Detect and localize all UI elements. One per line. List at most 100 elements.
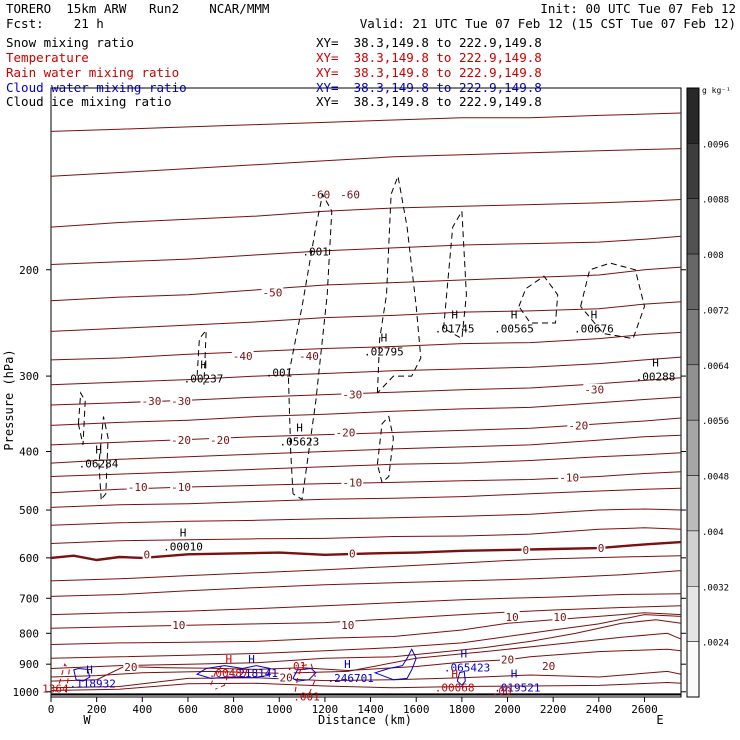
colorbar-tick-label: .0032 bbox=[702, 583, 729, 593]
isotherm-label-bg bbox=[170, 481, 193, 493]
x-tick-label: 2600 bbox=[631, 703, 658, 716]
isotherm-label: -10 bbox=[559, 472, 579, 485]
isotherm-label-bg bbox=[140, 395, 163, 407]
isotherm-label-bg bbox=[521, 543, 531, 555]
isotherm-label-bg bbox=[340, 618, 356, 630]
isotherm-line bbox=[50, 301, 682, 332]
maximum-h-marker: H bbox=[86, 663, 93, 676]
maximum-h-marker: H bbox=[511, 668, 518, 681]
maximum-h-marker: H bbox=[296, 422, 303, 435]
isotherm-label-bg bbox=[261, 286, 284, 298]
isotherm-line bbox=[50, 614, 682, 659]
header-line1-left: TORERO 15km ARW Run2 NCAR/MMM bbox=[6, 1, 270, 16]
maximum-value-label: .00565 bbox=[494, 322, 534, 335]
isotherm-label: -50 bbox=[262, 286, 282, 299]
x-tick-label: 600 bbox=[178, 703, 198, 716]
isotherm-label-bg bbox=[171, 618, 187, 630]
isotherm-line bbox=[50, 356, 682, 386]
isotherm-label-bg bbox=[170, 434, 193, 446]
y-tick-label: 600 bbox=[19, 552, 39, 565]
east-label: E bbox=[656, 713, 663, 727]
x-tick-label: 2400 bbox=[586, 703, 613, 716]
y-tick-label: 300 bbox=[19, 370, 39, 383]
colorbar-segment bbox=[686, 198, 700, 255]
field-rain-name: Rain water mixing ratio bbox=[6, 65, 180, 80]
isotherm-line bbox=[50, 148, 682, 177]
cloud-water-contour bbox=[73, 667, 91, 682]
isotherm-label-bg bbox=[126, 481, 149, 493]
isotherm-label-bg bbox=[339, 188, 361, 200]
isotherm-label: -20 bbox=[171, 434, 191, 447]
colorbar-segment bbox=[686, 419, 700, 476]
colorbar-segment bbox=[686, 87, 700, 144]
isotherm-label-bg bbox=[348, 547, 357, 559]
maximum-value-label: .00487 bbox=[209, 667, 249, 680]
maximum-value-label: .246701 bbox=[327, 672, 373, 685]
isotherm-label: -60 bbox=[340, 188, 360, 201]
colorbar-tick-label: .004 bbox=[702, 528, 724, 538]
isotherm-line bbox=[50, 612, 682, 645]
maximum-h-marker: H bbox=[200, 358, 207, 371]
plot-frame bbox=[50, 87, 682, 698]
maximum-value-label: .001 bbox=[266, 366, 293, 379]
west-label: W bbox=[83, 713, 91, 727]
ice-snow-contour bbox=[98, 416, 109, 500]
isotherm-line bbox=[50, 471, 682, 494]
isotherm-line bbox=[50, 632, 682, 678]
colorbar-segment bbox=[686, 309, 700, 366]
colorbar-frame bbox=[686, 87, 700, 698]
y-tick-label: 1000 bbox=[13, 686, 40, 699]
y-tick-label: 500 bbox=[19, 504, 39, 517]
x-tick-label: 0 bbox=[48, 703, 55, 716]
colorbar-tick-label: .0064 bbox=[702, 362, 729, 372]
isotherm-line bbox=[50, 487, 682, 508]
y-tick-label: 700 bbox=[19, 592, 39, 605]
isotherm-label-bg bbox=[298, 350, 320, 362]
ice-snow-contour bbox=[443, 209, 467, 340]
maximum-value-label: .02795 bbox=[364, 345, 404, 358]
isotherm-label: 0 bbox=[598, 542, 605, 555]
isotherm-label: -10 bbox=[128, 481, 148, 494]
x-tick-label: 400 bbox=[132, 703, 152, 716]
field-rain-xy: XY= 38.3,149.8 to 222.9,149.8 bbox=[316, 65, 542, 80]
isotherm-label: -30 bbox=[141, 395, 161, 408]
isotherm-label: 10 bbox=[505, 611, 518, 624]
isotherm-label-bg bbox=[541, 660, 557, 672]
isotherm-label: 20 bbox=[124, 661, 137, 674]
rain-contour bbox=[294, 663, 317, 695]
maximum-value-label: .06284 bbox=[79, 458, 119, 471]
rain-contour bbox=[55, 663, 70, 695]
isotherm-label-bg bbox=[170, 395, 193, 407]
maximum-value-label: .00676 bbox=[574, 322, 614, 335]
isotherm-label: 10 bbox=[553, 611, 566, 624]
x-tick-label: 1800 bbox=[449, 703, 476, 716]
isotherm-line bbox=[50, 555, 682, 582]
isotherm-line bbox=[50, 681, 682, 691]
field-snow-xy: XY= 38.3,149.8 to 222.9,149.8 bbox=[316, 35, 542, 50]
isotherm-line bbox=[50, 396, 682, 426]
colorbar-unit: g kg⁻¹ bbox=[702, 86, 731, 95]
isotherm-label: -30 bbox=[342, 389, 362, 402]
colorbar-segment bbox=[686, 530, 700, 587]
x-tick-label: 800 bbox=[224, 703, 244, 716]
isotherm-label: 10 bbox=[341, 619, 354, 632]
isotherm-label: 0 bbox=[522, 544, 529, 557]
isotherm-label-bg bbox=[334, 426, 357, 438]
cloud-water-contour bbox=[373, 648, 417, 681]
isotherm-line bbox=[50, 331, 682, 361]
ice-snow-contour bbox=[77, 391, 86, 446]
header-line2-left: Fcst: 21 h bbox=[6, 16, 104, 31]
isotherm-line bbox=[50, 508, 682, 526]
maximum-h-marker: H bbox=[591, 308, 598, 321]
isotherm-label-bg bbox=[341, 388, 364, 400]
isotherm-label: 20 bbox=[501, 653, 514, 666]
y-tick-label: 800 bbox=[19, 627, 39, 640]
maximum-value-label: .001 bbox=[302, 246, 329, 259]
colorbar-segment bbox=[686, 364, 700, 421]
colorbar-tick-label: .0056 bbox=[702, 417, 729, 427]
maximum-value-label: .218141 bbox=[232, 667, 278, 680]
isotherm-label-bg bbox=[552, 611, 568, 623]
isotherm-label: -30 bbox=[584, 384, 604, 397]
isotherm-label-bg bbox=[341, 476, 364, 488]
colorbar-tick-label: .0072 bbox=[702, 306, 729, 316]
